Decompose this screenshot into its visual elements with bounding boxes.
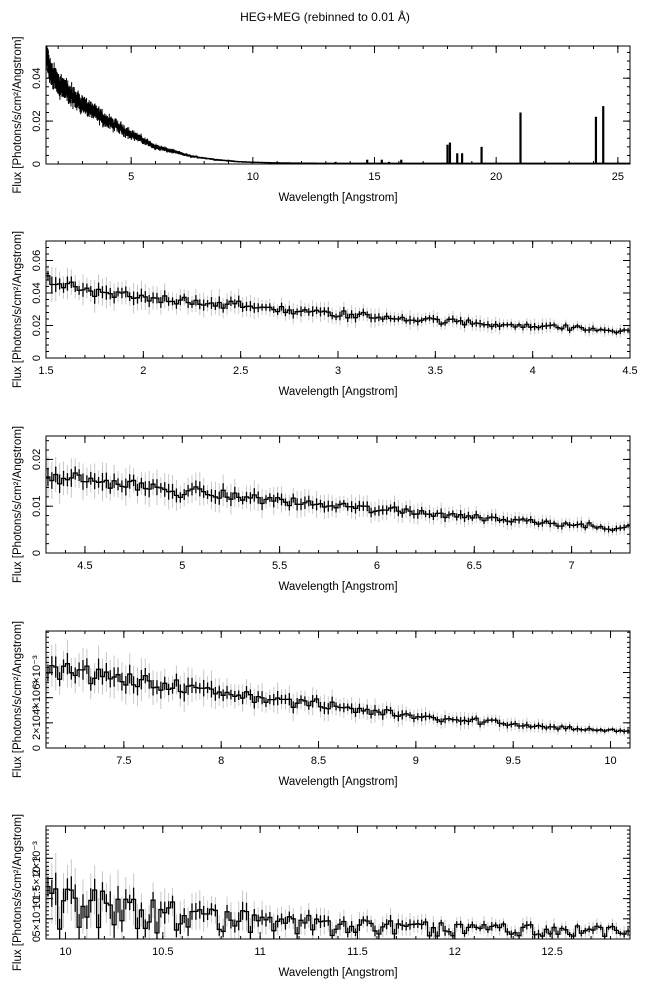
x-tick-label: 4.5 [622,365,637,377]
x-tick-label: 10 [59,946,71,958]
y-axis-label: Flux [Photons/s/cm²/Angstrom] [12,814,24,971]
x-tick-label: 15 [368,171,380,183]
y-tick-label: 5×10⁻⁴ [31,901,43,937]
x-tick-label: 11.5 [347,946,368,958]
y-tick-label: 0 [31,745,43,751]
y-axis-label: Flux [Photons/s/cm²/Angstrom] [12,426,24,583]
x-tick-label: 7 [569,560,575,572]
x-axis-label: Wavelength [Angstrom] [278,967,397,979]
x-tick-label: 2.5 [233,365,248,377]
x-tick-label: 2 [140,365,146,377]
x-tick-label: 12.5 [541,946,562,958]
spectrum-line [46,472,630,531]
x-tick-label: 20 [490,171,502,183]
y-axis-label: Flux [Photons/s/cm²/Angstrom] [12,231,24,388]
x-tick-label: 11 [254,946,265,958]
x-tick-label: 7.5 [116,755,131,767]
x-tick-label: 4.5 [77,560,92,572]
y-tick-label: 0.04 [31,282,43,303]
x-tick-label: 1.5 [38,365,53,377]
y-axis-label: Flux [Photons/s/cm²/Angstrom] [12,36,24,193]
plot-frame [45,435,631,554]
x-axis-label: Wavelength [Angstrom] [278,776,397,788]
plot-frame [45,630,631,749]
x-tick-label: 4 [530,365,536,377]
spectrum-line [46,885,630,937]
x-axis-label: Wavelength [Angstrom] [278,192,397,204]
plot-area [46,852,630,939]
x-tick-label: 5.5 [272,560,287,572]
error-bars [46,46,201,159]
spectrum-line [46,52,630,164]
error-bars [47,456,629,537]
error-bars [47,265,629,338]
y-tick-label: 0 [31,936,43,942]
figure-title: HEG+MEG (rebinned to 0.01 Å) [240,10,410,24]
x-tick-label: 9 [413,755,419,767]
x-tick-label: 5 [128,171,134,183]
x-tick-label: 6 [374,560,380,572]
x-tick-label: 5 [179,560,185,572]
x-axis-label: Wavelength [Angstrom] [278,581,397,593]
plot-frame [45,825,631,940]
spectrum-line [46,275,630,334]
y-tick-label: 0.02 [31,315,43,336]
x-axis-label: Wavelength [Angstrom] [278,386,397,398]
y-tick-label: 0.06 [31,250,43,271]
axis-ticks [46,46,630,165]
error-bars [47,639,629,737]
y-tick-label: 0 [31,550,43,556]
y-tick-label: 2×10⁻³ [31,705,43,740]
x-tick-label: 8 [218,755,224,767]
y-tick-label: 0.01 [31,495,43,516]
y-tick-label: 10⁻³ [31,887,43,909]
x-tick-label: 10 [604,755,616,767]
x-tick-label: 10 [247,171,259,183]
spectrum-line [46,663,630,733]
x-tick-label: 12 [449,946,461,958]
x-tick-label: 3 [335,365,341,377]
x-tick-label: 6.5 [467,560,482,572]
y-tick-label: 0 [31,355,43,361]
plot-area [46,639,630,737]
plot-area [46,456,630,537]
y-tick-label: 0.02 [31,110,43,131]
plot-frame [45,45,631,165]
y-tick-label: 1.5×10⁻³ [31,856,43,900]
y-tick-label: 4×10⁻³ [31,680,43,715]
x-tick-label: 8.5 [311,755,326,767]
y-tick-label: 0.02 [31,449,43,470]
y-tick-label: 6×10⁻³ [31,655,43,690]
axis-ticks [45,240,631,359]
plot-area [46,265,630,338]
plot-area [46,46,630,164]
axis-ticks [45,436,631,554]
axis-ticks [45,825,631,940]
x-tick-label: 25 [612,171,624,183]
y-tick-label: 0.04 [31,67,43,88]
y-axis-label: Flux [Photons/s/cm²/Angstrom] [12,621,24,778]
plot-frame [45,240,631,359]
y-tick-label: 2×10⁻³ [31,841,43,876]
x-tick-label: 10.5 [152,946,173,958]
error-bars [47,852,629,939]
y-tick-label: 0 [31,161,43,167]
x-tick-label: 3.5 [428,365,443,377]
axis-ticks [45,631,631,749]
x-tick-label: 9.5 [506,755,521,767]
